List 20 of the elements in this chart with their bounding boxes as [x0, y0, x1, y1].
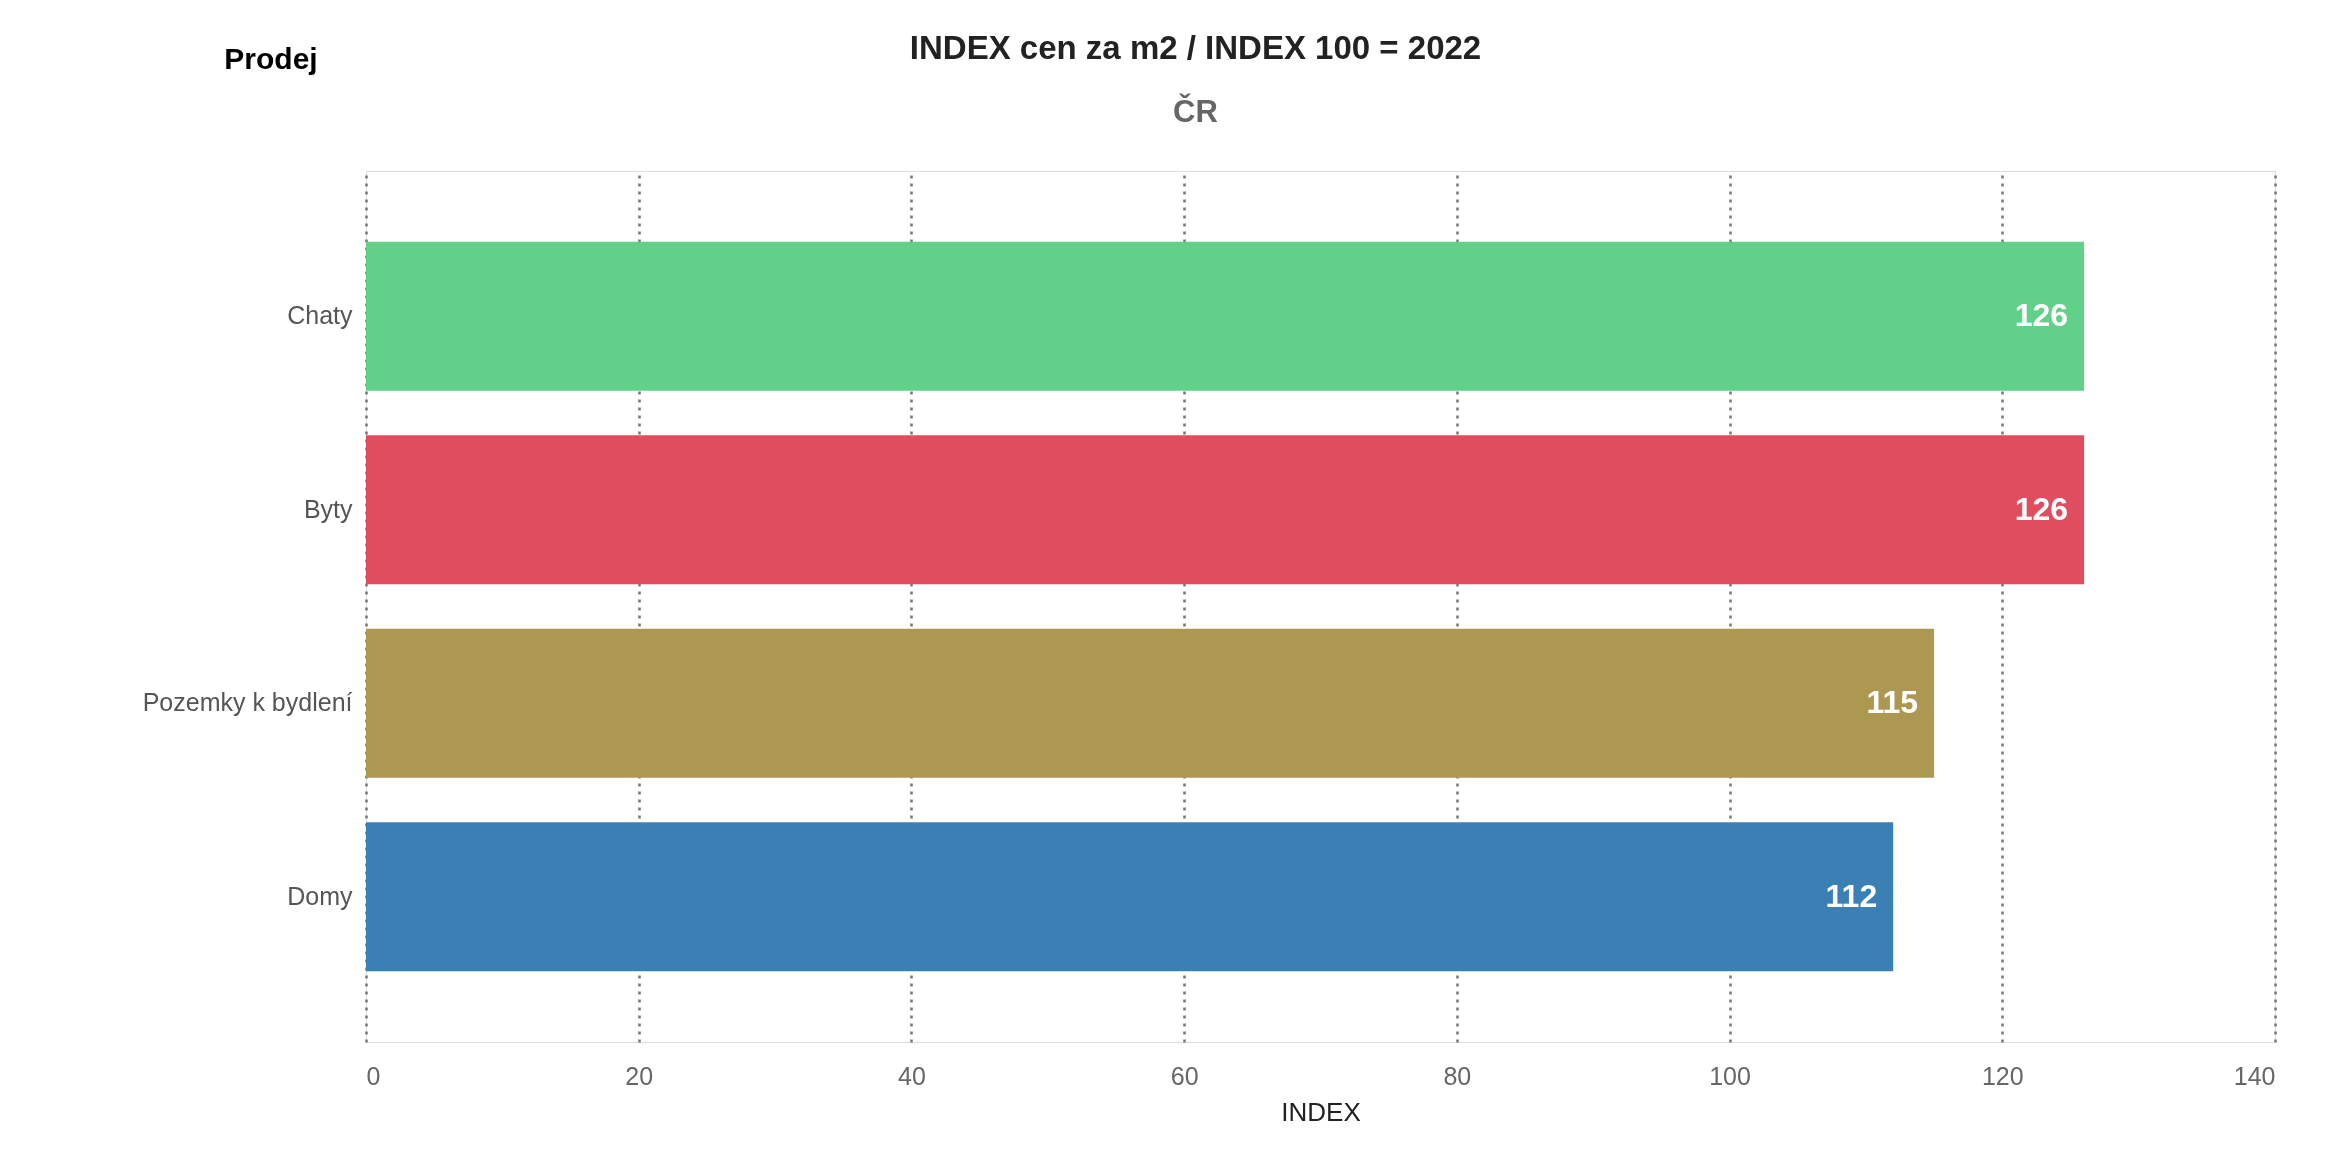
x-tick-label: 100	[1709, 1061, 1751, 1090]
y-tick-label: Domy	[287, 881, 353, 910]
y-tick-label: Chaty	[287, 301, 353, 330]
x-tick-label: 20	[625, 1061, 654, 1090]
y-tick-label: Pozemky k bydlení	[142, 688, 353, 717]
x-tick-label: 80	[1443, 1061, 1472, 1090]
x-tick-label: 120	[1981, 1061, 2024, 1090]
chart-title: INDEX cen za m2 / INDEX 100 = 2022	[909, 29, 1482, 66]
data-label: 115	[1866, 684, 1919, 721]
data-label: 112	[1825, 877, 1878, 914]
text: Prodej	[224, 42, 318, 75]
x-tick-label: 140	[2233, 1061, 2276, 1090]
y-tick-label: Byty	[303, 494, 353, 523]
x-tick-label: 0	[366, 1061, 381, 1090]
data-label: 126	[2014, 297, 2069, 334]
x-tick-label: 60	[1170, 1061, 1199, 1090]
x-tick-label: 40	[898, 1061, 926, 1090]
chart-subtitle: ČR	[1173, 93, 1218, 129]
data-label: 126	[2014, 490, 2069, 527]
x-axis-title: INDEX	[1281, 1096, 1361, 1127]
